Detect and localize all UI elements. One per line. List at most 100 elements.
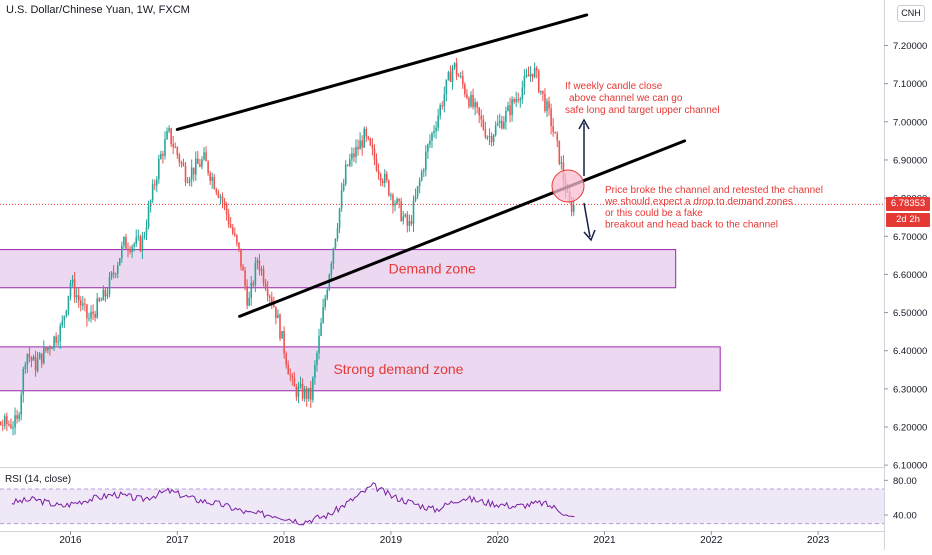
- demand-zone-label: Demand zone: [389, 261, 476, 277]
- candle-body: [32, 356, 35, 361]
- time-axis-tick: 2021: [593, 535, 616, 546]
- candle-body: [439, 105, 441, 116]
- candle-body: [147, 206, 150, 228]
- candle-body: [392, 194, 394, 206]
- candle-body: [461, 76, 464, 85]
- candle-body: [100, 300, 103, 302]
- down-arrow-head: [583, 229, 596, 242]
- candle-body: [86, 304, 88, 319]
- candle-body: [184, 165, 187, 183]
- candle-body: [359, 140, 361, 150]
- upper-channel-line: [175, 13, 589, 131]
- candle-body: [287, 364, 290, 375]
- candle-body: [529, 73, 532, 77]
- candle-body: [164, 139, 166, 156]
- candle-body: [346, 164, 349, 166]
- candle-body: [133, 244, 135, 247]
- candle-body: [90, 311, 92, 319]
- candle-body: [570, 201, 573, 212]
- time-axis-tick: 2019: [380, 535, 403, 546]
- price-axis-tick: 6.20000: [893, 423, 927, 434]
- candle-body: [353, 153, 355, 158]
- time-axis-tick: 2016: [59, 535, 82, 546]
- candle-body: [363, 128, 365, 148]
- candle-body: [82, 303, 84, 306]
- candle-body: [192, 167, 195, 175]
- candle-body: [390, 194, 392, 196]
- candle-body: [92, 311, 94, 314]
- candle-body: [51, 347, 53, 350]
- candle-body: [110, 272, 113, 277]
- candle-body: [371, 145, 374, 149]
- candle-body: [482, 119, 485, 130]
- candle-body: [18, 414, 20, 419]
- candle-body: [433, 131, 435, 134]
- candle-body: [507, 105, 509, 111]
- candle-body: [542, 90, 544, 94]
- candle-body: [470, 94, 472, 107]
- candle-body: [373, 148, 376, 160]
- candle-body: [168, 128, 170, 132]
- candle-body: [225, 203, 228, 215]
- candle-body: [125, 237, 127, 249]
- candle-body: [394, 203, 396, 206]
- candle-body: [49, 347, 51, 350]
- candle-body: [412, 200, 415, 224]
- candle-body: [330, 263, 333, 275]
- rsi-label: RSI (14, close): [5, 474, 72, 485]
- candle-body: [73, 279, 76, 298]
- candle-body: [131, 246, 133, 252]
- candle-body: [28, 354, 31, 358]
- price-axis-tick: 6.40000: [893, 346, 927, 357]
- candle-body: [310, 387, 312, 400]
- candle-body: [281, 330, 283, 339]
- candle-body: [540, 90, 542, 93]
- candle-body: [143, 234, 146, 237]
- annotation-line: above channel we can go: [569, 93, 683, 104]
- candle-body: [256, 260, 259, 263]
- candle-body: [79, 300, 82, 306]
- candle-body: [437, 115, 439, 128]
- candle-body: [145, 227, 148, 235]
- candle-body: [531, 73, 534, 77]
- candle-body: [301, 384, 304, 399]
- candle-body: [492, 135, 495, 142]
- candle-body: [153, 184, 156, 186]
- price-axis-tick: 7.00000: [893, 117, 927, 128]
- candle-body: [365, 128, 368, 137]
- currency-button[interactable]: CNH: [897, 5, 925, 22]
- annotation-line: safe long and target upper channel: [565, 105, 720, 116]
- candle-body: [466, 94, 468, 99]
- candle-body: [77, 295, 80, 301]
- candle-body: [474, 102, 476, 108]
- candle-body: [324, 298, 326, 308]
- candle-body: [180, 162, 183, 164]
- candle-body: [1, 425, 4, 427]
- candle-body: [55, 336, 57, 343]
- candle-body: [277, 314, 279, 319]
- candle-body: [108, 276, 111, 295]
- candle-body: [344, 164, 347, 184]
- candle-body: [20, 394, 23, 415]
- candle-body: [293, 378, 296, 387]
- candle-body: [123, 237, 125, 246]
- price-axis-tick: 6.50000: [893, 308, 927, 319]
- candle-body: [229, 224, 232, 228]
- candle-body: [174, 147, 177, 149]
- candle-body: [182, 162, 185, 166]
- candle-body: [449, 72, 452, 82]
- candle-body: [486, 136, 489, 138]
- candle-body: [207, 161, 209, 174]
- candle-body: [201, 159, 203, 167]
- candle-body: [550, 108, 552, 127]
- candle-body: [26, 354, 29, 365]
- candle-body: [554, 131, 557, 134]
- candle-body: [322, 307, 324, 323]
- candle-body: [129, 250, 131, 252]
- candle-body: [172, 144, 174, 148]
- candle-body: [472, 94, 474, 108]
- candle-body: [291, 375, 294, 379]
- candle-body: [480, 115, 483, 120]
